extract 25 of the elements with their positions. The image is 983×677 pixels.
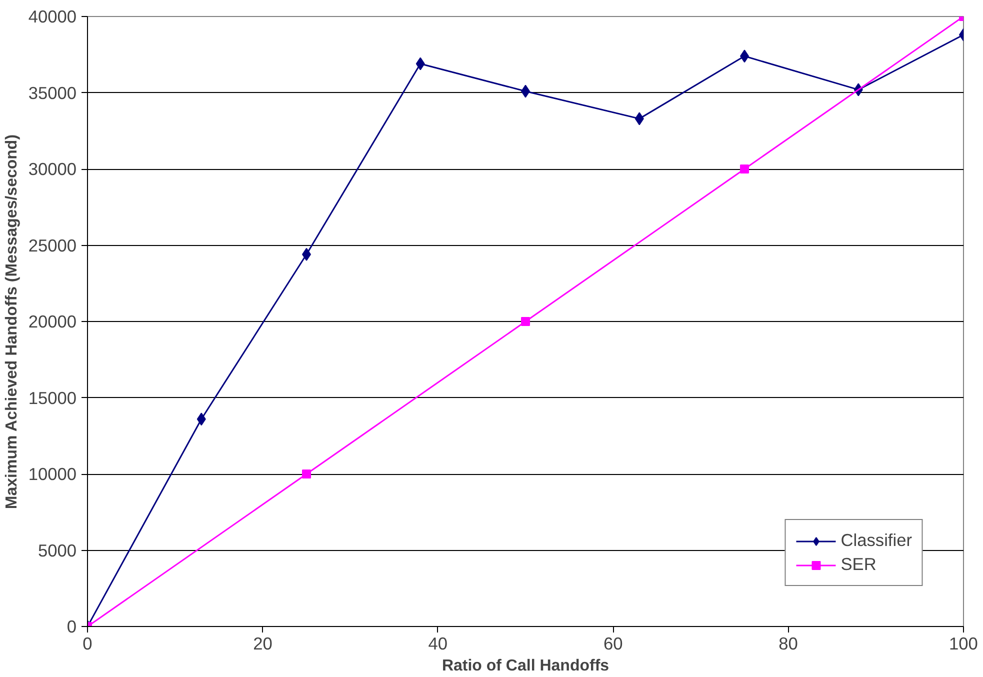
x-tick-label: 100 (949, 634, 978, 654)
y-tick-label: 25000 (28, 235, 76, 256)
point (634, 112, 644, 126)
y-tick-label: 10000 (28, 464, 76, 484)
x-tick-label: 20 (253, 634, 272, 654)
point (740, 164, 749, 174)
x-tick-label: 60 (603, 634, 623, 654)
point (416, 57, 425, 70)
y-tick-label: 20000 (28, 312, 76, 332)
x-tick-label: 0 (82, 634, 92, 654)
x-tick-label: 40 (428, 634, 448, 654)
x-tick-label: 80 (778, 634, 798, 654)
y-tick-label: 5000 (38, 540, 77, 560)
legend-label: SER (840, 554, 876, 575)
point (196, 412, 206, 426)
x-axis-title: Ratio of Call Handoffs (442, 658, 610, 674)
point (521, 317, 530, 326)
y-tick-label: 35000 (28, 82, 76, 103)
point (302, 470, 311, 478)
y-tick-label: 15000 (28, 388, 76, 408)
y-tick-label: 40000 (28, 6, 76, 26)
y-tick-label: 30000 (28, 159, 76, 179)
y-axis-title: Maximum Achieved Handoffs (Messages/second) (3, 134, 20, 510)
legend-label: Classifier (840, 530, 912, 551)
y-tick-label: 0 (66, 616, 77, 636)
